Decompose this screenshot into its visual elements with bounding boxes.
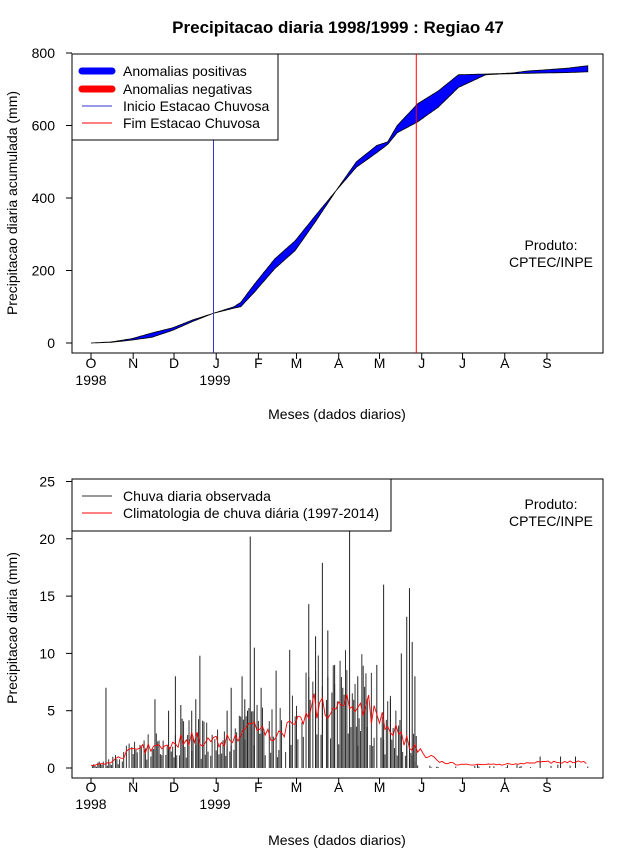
top-x-tick-label-5: M: [291, 355, 303, 371]
top-y-tick-label-2: 400: [32, 190, 56, 206]
top-x-tick-label-9: J: [459, 355, 466, 371]
bottom-y-tick-label-1: 5: [47, 703, 55, 719]
daily-precip-panel: 0 5 10 15 20 25 O N D J F M A M J J A S 1998 1999 Meses …: [4, 474, 604, 848]
legend-label-observed: Chuva diaria observada: [123, 488, 271, 504]
bottom-credit-line2: CPTEC/INPE: [509, 513, 593, 529]
top-legend: Anomalias positivas Anomalias negativas …: [71, 53, 279, 141]
top-x-tick-label-11: S: [542, 355, 551, 371]
climatology-line: [90, 693, 587, 767]
top-x-tick-label-4: F: [254, 355, 263, 371]
legend-label-season-end: Fim Estacao Chuvosa: [123, 115, 260, 131]
bottom-year-label-1998: 1998: [75, 796, 106, 812]
top-x-axis-title: Meses (dados diarios): [268, 406, 406, 422]
bottom-y-tick-label-3: 15: [39, 588, 55, 604]
legend-label-climatology: Climatologia de chuva diária (1997-2014): [123, 505, 379, 521]
bottom-x-tick-label-8: J: [418, 779, 425, 795]
bottom-x-tick-label-7: M: [374, 779, 386, 795]
bottom-x-axis-title: Meses (dados diarios): [268, 832, 406, 848]
figure-title: Precipitacao diaria 1998/1999 : Regiao 4…: [172, 18, 504, 37]
bottom-y-axis-title: Precipitacao diaria (mm): [4, 552, 20, 704]
legend-label-negative: Anomalias negativas: [123, 81, 252, 97]
top-year-label-1998: 1998: [75, 372, 106, 388]
bottom-x-tick-label-11: S: [542, 779, 551, 795]
bottom-x-tick-label-2: D: [169, 779, 179, 795]
accumulated-precip-panel: 0 200 400 600 800 O N D J F M A M J J A S 1998 1999 Mes…: [4, 45, 604, 422]
top-plot-frame: [71, 53, 604, 354]
top-x-tick-label-2: D: [169, 355, 179, 371]
top-y-tick-label-1: 200: [32, 263, 56, 279]
top-x-tick-label-6: A: [334, 355, 344, 371]
bottom-x-tick-label-1: N: [128, 779, 138, 795]
bottom-x-tick-label-4: F: [254, 779, 263, 795]
bottom-legend: Chuva diaria observada Climatologia de c…: [71, 478, 392, 532]
bottom-y-axis: 0 5 10 15 20 25: [39, 474, 72, 776]
legend-label-positive: Anomalias positivas: [123, 63, 247, 79]
bottom-x-tick-label-10: A: [500, 779, 510, 795]
bottom-legend-box: [71, 478, 392, 532]
legend-label-season-start: Inicio Estacao Chuvosa: [123, 98, 270, 114]
top-year-label-1999: 1999: [199, 372, 230, 388]
top-x-tick-label-1: N: [128, 355, 138, 371]
bottom-x-tick-label-9: J: [459, 779, 466, 795]
top-y-axis-title: Precipitacao diaria acumulada (mm): [4, 91, 20, 315]
bottom-y-tick-label-2: 10: [39, 645, 55, 661]
bottom-y-tick-label-5: 25: [39, 474, 55, 490]
bottom-year-label-1999: 1999: [199, 796, 230, 812]
top-y-axis: 0 200 400 600 800: [32, 45, 72, 351]
bottom-y-tick-label-4: 20: [39, 531, 55, 547]
top-y-tick-label-0: 0: [47, 335, 55, 351]
bottom-x-tick-label-0: O: [86, 779, 97, 795]
bottom-plot-content: [90, 527, 589, 768]
top-x-tick-label-3: J: [213, 355, 220, 371]
bottom-x-tick-label-3: J: [213, 779, 220, 795]
bottom-x-tick-label-6: A: [334, 779, 344, 795]
bottom-credit-line1: Produto:: [525, 496, 578, 512]
top-x-tick-label-8: J: [418, 355, 425, 371]
bottom-y-tick-label-0: 0: [47, 760, 55, 776]
top-credit-line1: Produto:: [525, 237, 578, 253]
top-y-tick-label-3: 600: [32, 118, 56, 134]
top-credit-line2: CPTEC/INPE: [509, 254, 593, 270]
anomaly-band-positive-0: [90, 65, 589, 344]
top-y-tick-label-4: 800: [32, 45, 56, 61]
bottom-x-tick-label-5: M: [291, 779, 303, 795]
top-x-tick-label-7: M: [374, 355, 386, 371]
top-x-tick-label-0: O: [86, 355, 97, 371]
top-x-tick-label-10: A: [500, 355, 510, 371]
